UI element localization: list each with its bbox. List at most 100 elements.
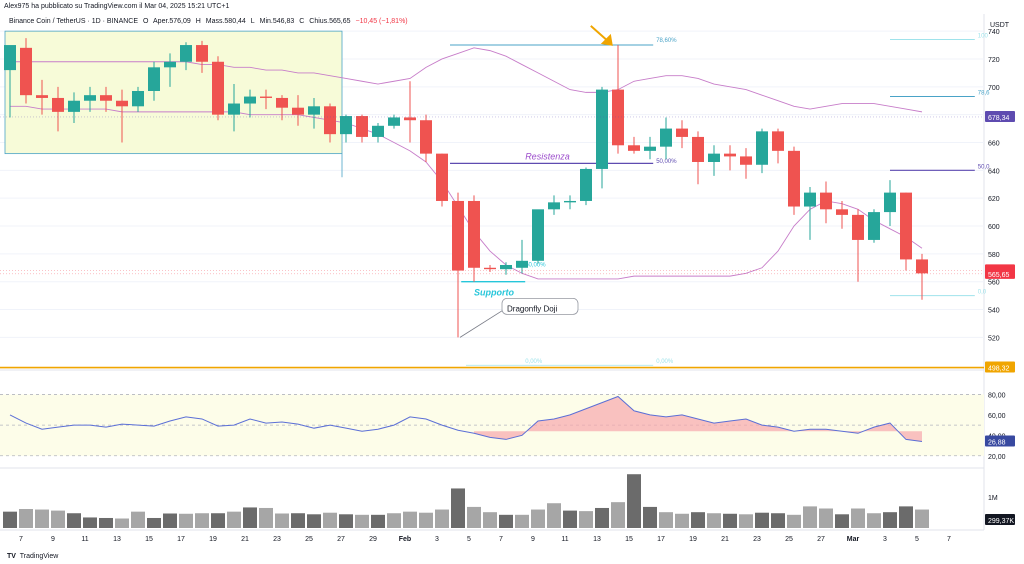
price-tick-label: 600 — [988, 224, 1000, 231]
price-axis-badge — [985, 267, 1015, 279]
volume-bar — [259, 507, 273, 528]
change-value: −10,45 (−1,81%) — [355, 18, 408, 25]
time-tick-label: 29 — [369, 536, 377, 543]
volume-bar — [675, 513, 689, 528]
bollinger-upper-line — [10, 47, 923, 113]
volume-bar — [323, 512, 337, 528]
low-label: L — [250, 18, 255, 25]
volume-bar — [819, 508, 833, 528]
high-label: H — [195, 18, 201, 25]
candle-body — [468, 200, 480, 268]
volume-bar — [403, 511, 417, 528]
candle-body — [628, 145, 640, 151]
symbol-name[interactable]: Binance Coin / TetherUS · 1D · BINANCE — [9, 18, 139, 25]
volume-bar — [643, 506, 657, 528]
range-box — [4, 30, 343, 155]
close-label: C — [299, 18, 305, 25]
time-tick-label: 25 — [785, 536, 793, 543]
time-tick-label: 3 — [883, 536, 887, 543]
volume-bar — [579, 511, 593, 528]
fib-label: 50,00% — [656, 159, 677, 165]
price-axis-badge-text: 498,32 — [988, 366, 1010, 373]
volume-bar — [563, 510, 577, 528]
volume-bar — [179, 513, 193, 528]
candle-body — [660, 128, 672, 147]
candle-body — [372, 125, 384, 137]
candle-body — [740, 156, 752, 165]
candle-body — [420, 120, 432, 154]
close-value: Chius.565,65 — [309, 18, 351, 25]
publisher-text: Alex975 ha pubblicato su TradingView.com… — [4, 3, 230, 10]
volume-bar — [435, 509, 449, 528]
time-tick-label: Feb — [399, 536, 411, 543]
candle-body — [484, 267, 496, 270]
volume-bar — [243, 507, 257, 528]
volume-bar — [163, 513, 177, 528]
volume-bar — [99, 517, 113, 528]
candle-body — [436, 153, 448, 201]
candle-body — [20, 47, 32, 96]
time-tick-label: 21 — [241, 536, 249, 543]
price-tick-label: 700 — [988, 85, 1000, 92]
volume-bar — [771, 513, 785, 528]
volume-bar — [531, 509, 545, 528]
candle-body — [52, 97, 64, 112]
support-label: Supporto — [474, 288, 514, 298]
volume-bar — [211, 513, 225, 528]
candle-body — [84, 95, 96, 101]
candle-body — [340, 116, 352, 135]
time-tick-label: 3 — [435, 536, 439, 543]
time-tick-label: Mar — [847, 536, 860, 543]
fib-label: 100 — [978, 33, 989, 39]
candle-body — [276, 97, 288, 108]
candle-body — [644, 146, 656, 151]
fib-label: 0,00% — [656, 359, 674, 365]
candle-body — [324, 106, 336, 135]
dragonfly-pointer — [459, 309, 505, 338]
volume-bar — [915, 509, 929, 528]
candle-body — [836, 209, 848, 215]
resistance-label: Resistenza — [525, 151, 570, 161]
volume-bar — [883, 512, 897, 528]
price-axis-badge-text: 678,34 — [988, 115, 1010, 122]
volume-bar — [371, 514, 385, 528]
volume-bar — [787, 514, 801, 528]
volume-bar — [115, 518, 129, 528]
candle-body — [564, 200, 576, 203]
volume-bar — [755, 512, 769, 528]
time-tick-label: 27 — [817, 536, 825, 543]
candle-body — [164, 61, 176, 68]
volume-bar — [867, 513, 881, 528]
time-tick-label: 27 — [337, 536, 345, 543]
volume-bar — [723, 513, 737, 528]
time-tick-label: 5 — [467, 536, 471, 543]
fib-label: 0,0 — [978, 290, 987, 296]
time-tick-label: 13 — [593, 536, 601, 543]
volume-bar — [499, 514, 513, 528]
time-tick-label: 19 — [689, 536, 697, 543]
time-tick-label: 15 — [145, 536, 153, 543]
price-axis-badge — [985, 361, 1015, 373]
tradingview-logo-text: TradingView — [19, 553, 59, 560]
tradingview-logo[interactable]: TV TradingView — [7, 553, 58, 560]
volume-bar — [19, 509, 33, 528]
volume-bar — [67, 513, 81, 528]
candle-body — [68, 100, 80, 112]
price-tick-label: 720 — [988, 57, 1000, 64]
rsi-tick-label: 80,00 — [988, 392, 1006, 399]
volume-bar — [419, 512, 433, 528]
time-tick-label: 5 — [915, 536, 919, 543]
candle-body — [788, 150, 800, 207]
rsi-axis-badge-text: 26,88 — [988, 439, 1006, 446]
candle-body — [708, 153, 720, 162]
volume-bar — [275, 513, 289, 528]
candle-body — [356, 116, 368, 137]
volume-bar — [291, 513, 305, 528]
candle-body — [452, 200, 464, 271]
candle-body — [100, 95, 112, 101]
symbol-legend[interactable]: Binance Coin / TetherUS · 1D · BINANCE O… — [9, 18, 411, 25]
price-tick-label: 580 — [988, 252, 1000, 259]
volume-axis-badge-text: 299,37K — [988, 518, 1014, 525]
time-tick-label: 23 — [753, 536, 761, 543]
